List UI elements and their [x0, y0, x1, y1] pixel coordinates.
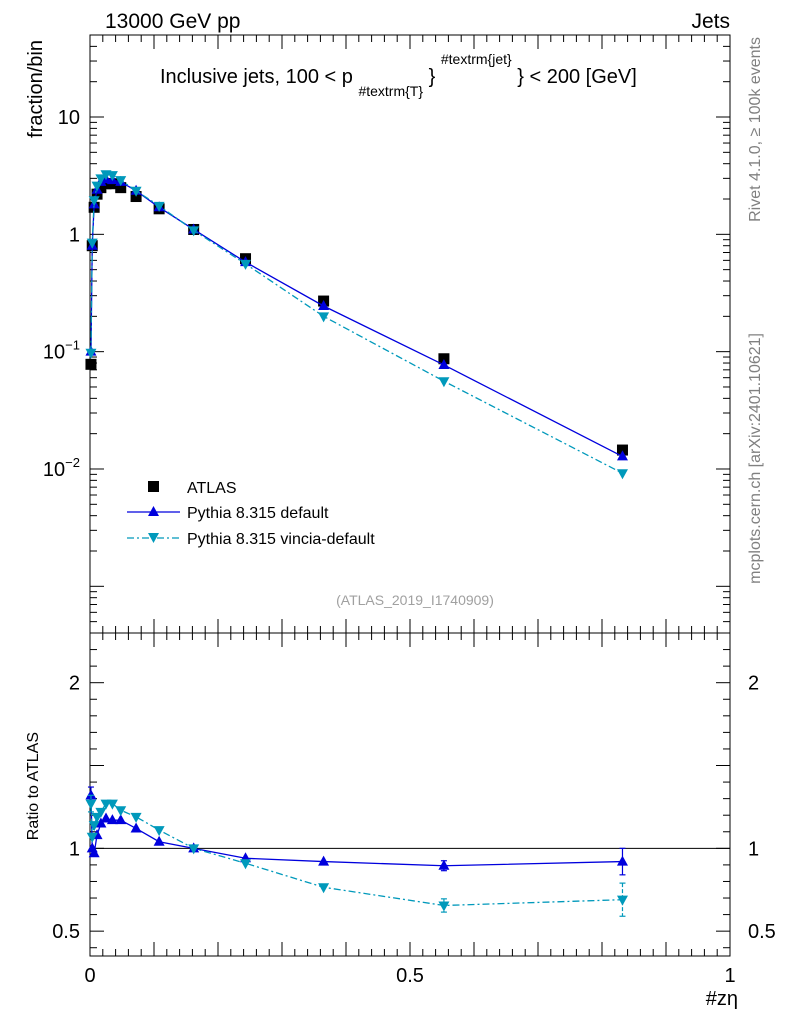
default-ratio-point [115, 814, 127, 825]
title-brace: } [429, 66, 436, 88]
vincia-point [115, 176, 127, 187]
y-axis-label: fraction/bin [25, 40, 47, 138]
title-tail: } < 200 [GeV] [517, 66, 637, 88]
ratio-tick-label-right: 1 [748, 838, 759, 860]
legend-default-label: Pythia 8.315 default [187, 505, 329, 522]
ratio-tick-label-right: 2 [748, 673, 759, 695]
x-tick-label: 1 [724, 965, 735, 987]
vincia-point [153, 201, 165, 212]
vincia-ratio-point [85, 799, 97, 810]
default-ratio-point [438, 859, 450, 870]
title-subscript: #textrm{T} [358, 83, 423, 99]
y-tick-label: 10−1 [43, 338, 80, 364]
atlas-point [438, 353, 450, 365]
vincia-ratio-point [318, 883, 330, 894]
y-tick-label: 10 [58, 107, 80, 129]
vincia-point [95, 174, 107, 185]
legend-default-marker [148, 506, 159, 516]
vincia-point [106, 171, 118, 182]
atlas-point [115, 182, 127, 194]
rivet-label: Rivet 4.1.0, ≥ 100k events [747, 37, 764, 222]
default-ratio-point [88, 847, 100, 858]
vincia-ratio-point [86, 832, 98, 843]
ratio-tick-label: 1 [69, 838, 80, 860]
vincia-point [616, 469, 628, 480]
title-main: Inclusive jets, 100 < p [160, 66, 353, 88]
default-ratio-point [153, 835, 165, 846]
vincia-ratio-point [153, 826, 165, 837]
vincia-ratio-point [106, 799, 118, 810]
vincia-ratio-point [115, 806, 127, 817]
legend: ATLAS Pythia 8.315 default Pythia 8.315 … [127, 480, 375, 548]
vincia-ratio-point [130, 812, 142, 823]
vincia-ratio-point [95, 807, 107, 818]
ratio-plot-frame [89, 632, 731, 957]
vincia-point [86, 238, 98, 249]
default-point [318, 300, 330, 311]
analysis-id: (ATLAS_2019_I1740909) [336, 592, 494, 608]
x-axis-label: #zη [706, 988, 738, 1010]
default-ratio-point [106, 814, 118, 825]
y-tick-label: 10−2 [43, 455, 80, 481]
vincia-ratio-point [188, 844, 200, 855]
ratio-tick-label: 2 [69, 673, 80, 695]
ratio-tick-label-right: 0.5 [748, 921, 776, 943]
vincia-point [130, 186, 142, 197]
default-ratio-point [318, 855, 330, 866]
default-ratio-line [90, 795, 623, 867]
x-tick-label: 0.5 [396, 965, 424, 987]
vincia-ratio-point [616, 895, 628, 906]
vincia-ratio-point [88, 821, 100, 832]
vincia-ratio-point [438, 901, 450, 912]
vincia-main-line [90, 173, 623, 474]
y-tick-base: 10 [43, 459, 65, 481]
legend-atlas-label: ATLAS [187, 480, 237, 497]
default-ratio-point [100, 812, 112, 823]
vincia-point [188, 226, 200, 237]
atlas-point [85, 358, 97, 370]
legend-vincia-label: Pythia 8.315 vincia-default [187, 531, 375, 548]
default-main-line [90, 178, 623, 457]
y-tick-base: 10 [43, 342, 65, 364]
default-ratio-point [85, 789, 97, 800]
default-point [438, 358, 450, 369]
vincia-ratio-point [240, 859, 252, 870]
atlas-point [616, 444, 628, 456]
vincia-point [240, 259, 252, 270]
legend-vincia-marker [148, 533, 159, 543]
default-ratio-point [616, 855, 628, 866]
vincia-point [438, 377, 450, 388]
vincia-point [88, 196, 100, 207]
y-tick-exponent: −2 [65, 455, 80, 470]
header-right: Jets [691, 10, 730, 33]
default-ratio-point [130, 822, 142, 833]
mcplots-label: mcplots.cern.ch [arXiv:2401.10621] [747, 333, 764, 584]
x-tick-label: 0 [84, 965, 95, 987]
title-superscript: #textrm{jet} [441, 51, 512, 67]
vincia-point [85, 348, 97, 359]
atlas-point [100, 178, 112, 190]
ratio-y-axis-label: Ratio to ATLAS [25, 732, 42, 840]
y-tick-base: 10 [58, 107, 80, 129]
y-tick-label: 1 [69, 224, 80, 246]
vincia-point [91, 181, 103, 192]
ratio-tick-label: 0.5 [52, 921, 80, 943]
atlas-point [91, 188, 103, 200]
y-tick-exponent: −1 [65, 338, 80, 353]
vincia-point [318, 312, 330, 323]
vincia-ratio-line [90, 802, 623, 907]
chart-title: Inclusive jets, 100 < p #textrm{T} } #te… [160, 47, 637, 101]
legend-atlas-marker [148, 481, 159, 492]
y-tick-base: 1 [69, 224, 80, 246]
main-plot-frame [89, 34, 731, 634]
default-point [616, 450, 628, 461]
header-left: 13000 GeV pp [105, 10, 240, 33]
